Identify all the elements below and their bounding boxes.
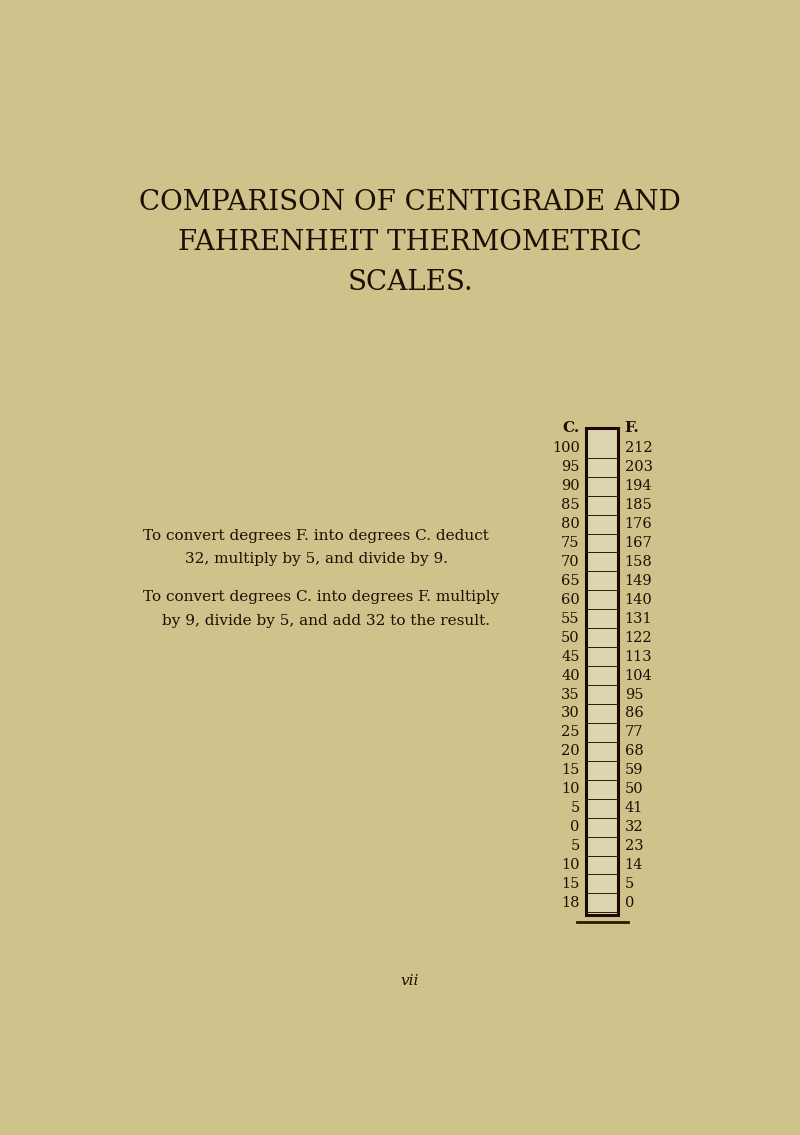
Text: 32, multiply by 5, and divide by 9.: 32, multiply by 5, and divide by 9. — [186, 552, 448, 566]
Text: 95: 95 — [562, 460, 580, 474]
Text: 77: 77 — [625, 725, 643, 739]
Text: 203: 203 — [625, 460, 653, 474]
Text: 15: 15 — [562, 764, 580, 777]
Text: vii: vii — [401, 974, 419, 987]
Text: 140: 140 — [625, 592, 653, 607]
Text: C.: C. — [562, 421, 580, 435]
Text: 65: 65 — [561, 574, 580, 588]
Text: 85: 85 — [561, 498, 580, 512]
Text: 5: 5 — [570, 801, 580, 815]
Text: 14: 14 — [625, 858, 643, 872]
Text: SCALES.: SCALES. — [347, 269, 473, 295]
Text: 158: 158 — [625, 555, 653, 569]
Text: 59: 59 — [625, 764, 643, 777]
Text: COMPARISON OF CENTIGRADE AND: COMPARISON OF CENTIGRADE AND — [139, 188, 681, 216]
Text: 70: 70 — [561, 555, 580, 569]
Text: 131: 131 — [625, 612, 652, 625]
Text: 55: 55 — [562, 612, 580, 625]
Text: 15: 15 — [562, 877, 580, 891]
Text: 122: 122 — [625, 631, 652, 645]
Text: 5: 5 — [625, 877, 634, 891]
Text: 10: 10 — [562, 782, 580, 797]
Text: 35: 35 — [561, 688, 580, 701]
Text: 10: 10 — [562, 858, 580, 872]
Text: FAHRENHEIT THERMOMETRIC: FAHRENHEIT THERMOMETRIC — [178, 228, 642, 255]
Text: 45: 45 — [562, 649, 580, 664]
Text: 113: 113 — [625, 649, 652, 664]
Text: 95: 95 — [625, 688, 643, 701]
Text: 5: 5 — [570, 839, 580, 854]
Text: 75: 75 — [562, 536, 580, 550]
Text: 0: 0 — [570, 821, 580, 834]
Text: 25: 25 — [562, 725, 580, 739]
Text: 90: 90 — [561, 479, 580, 494]
Text: F.: F. — [625, 421, 639, 435]
Text: 50: 50 — [625, 782, 643, 797]
Text: 86: 86 — [625, 706, 643, 721]
Text: 41: 41 — [625, 801, 643, 815]
Text: 18: 18 — [562, 896, 580, 910]
Text: 212: 212 — [625, 442, 652, 455]
Text: 0: 0 — [625, 896, 634, 910]
Text: 194: 194 — [625, 479, 652, 494]
Text: 185: 185 — [625, 498, 653, 512]
Text: 23: 23 — [625, 839, 643, 854]
Text: To convert degrees C. into degrees F. multiply: To convert degrees C. into degrees F. mu… — [142, 590, 499, 605]
Text: 100: 100 — [552, 442, 580, 455]
Text: 60: 60 — [561, 592, 580, 607]
Text: 68: 68 — [625, 745, 643, 758]
Bar — [586, 428, 618, 916]
Text: 50: 50 — [561, 631, 580, 645]
Text: 40: 40 — [561, 669, 580, 682]
Text: 30: 30 — [561, 706, 580, 721]
Text: 167: 167 — [625, 536, 653, 550]
Text: by 9, divide by 5, and add 32 to the result.: by 9, divide by 5, and add 32 to the res… — [162, 614, 490, 628]
Text: 32: 32 — [625, 821, 643, 834]
Text: To convert degrees F. into degrees C. deduct: To convert degrees F. into degrees C. de… — [142, 529, 489, 543]
Text: 176: 176 — [625, 518, 653, 531]
Text: 20: 20 — [561, 745, 580, 758]
Text: 149: 149 — [625, 574, 652, 588]
Text: 104: 104 — [625, 669, 653, 682]
Text: 80: 80 — [561, 518, 580, 531]
